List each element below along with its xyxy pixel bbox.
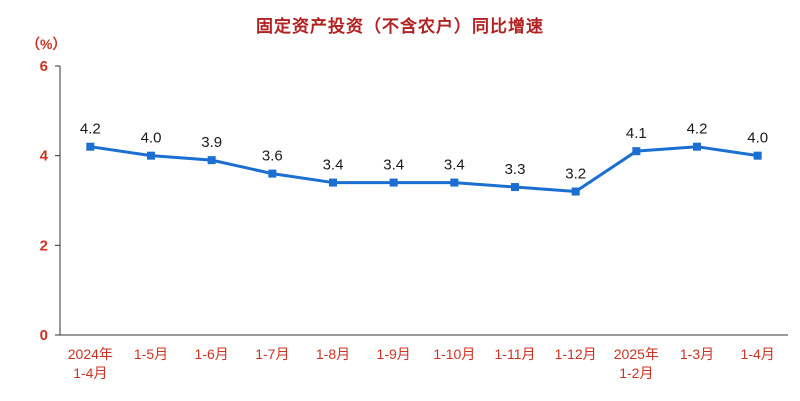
data-point-label: 3.4 [383,157,404,174]
y-axis-unit-label: （%） [26,36,67,52]
data-point-marker [632,147,641,156]
x-tick-label: 1-11月 [495,346,536,362]
data-point-label: 3.9 [201,134,222,151]
data-point-label: 3.6 [262,148,283,165]
y-tick-label: 2 [40,237,48,254]
data-point-label: 3.3 [505,161,526,178]
data-point-marker [207,156,216,165]
data-point-label: 3.4 [444,157,465,174]
data-point-marker [511,183,519,192]
data-point-label: 4.1 [626,125,647,142]
data-point-label: 4.0 [141,130,162,147]
data-point-label: 4.2 [80,121,101,138]
chart-title: 固定资产投资（不含农户）同比增速 [256,17,544,36]
x-tick-label: 2024年 1-4月 [68,346,113,381]
x-tick-label: 2025年 1-2月 [614,346,659,381]
data-point-label: 4.2 [687,121,708,138]
x-tick-label: 1-7月 [255,346,289,362]
data-point-marker [86,142,95,151]
y-tick-label: 0 [40,327,48,344]
data-point-marker [329,178,337,187]
y-tick-label: 4 [40,148,49,165]
x-tick-label: 1-9月 [377,346,411,362]
x-tick-label: 1-8月 [316,346,350,362]
data-point-label: 3.2 [565,166,586,183]
data-point-marker [389,178,398,187]
data-point-label: 3.4 [323,157,344,174]
series-line [88,145,760,194]
data-point-marker [753,151,762,160]
y-tick-label: 6 [40,58,48,75]
x-tick-label: 1-12月 [555,346,597,362]
data-point-marker [268,169,277,178]
x-tick-label: 1-6月 [195,346,229,362]
x-tick-label: 1-4月 [741,346,775,362]
data-point-label: 4.0 [747,130,768,147]
x-tick-label: 1-10月 [433,346,475,362]
x-tick-label: 1-3月 [680,346,714,362]
data-point-marker [147,151,155,160]
data-point-marker [571,187,580,196]
data-point-marker [450,178,459,187]
data-point-marker [693,142,701,151]
x-tick-label: 1-5月 [134,346,168,362]
